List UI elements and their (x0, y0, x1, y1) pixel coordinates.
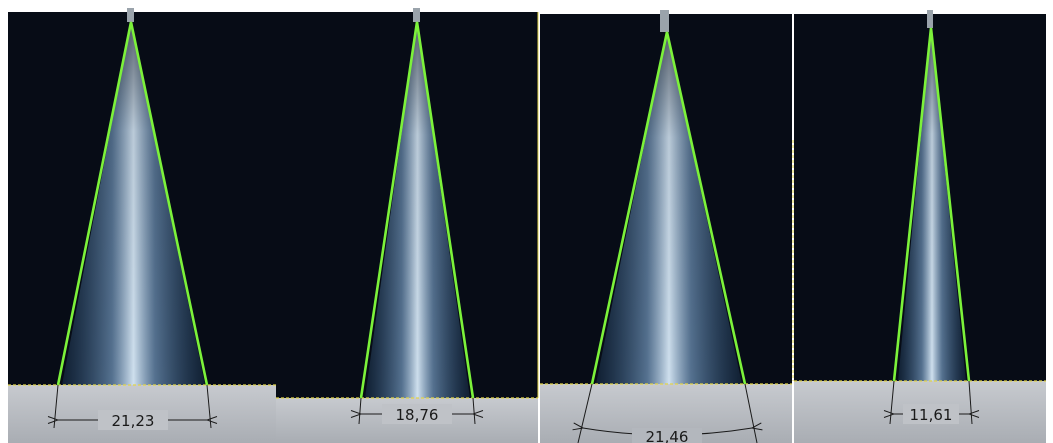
spray-plume-fade (898, 28, 966, 381)
spray-plume-fade (62, 22, 205, 385)
extension-line-right (744, 383, 758, 443)
cone-outline (359, 21, 475, 399)
angle-label: 21,23 (112, 412, 155, 430)
angle-label: 21,46 (646, 428, 689, 443)
extension-line-left (577, 383, 593, 443)
nozzle-icon (660, 10, 669, 32)
cone-outline (590, 31, 747, 385)
cone-outline (56, 21, 209, 386)
spray-panel-4: 11,61 (792, 10, 1046, 443)
spray-panel-1: 21,23 (8, 8, 276, 443)
spray-plume-fade (365, 22, 470, 398)
nozzle-icon (413, 8, 420, 22)
angle-label: 18,76 (396, 406, 439, 424)
nozzle-icon (127, 8, 134, 22)
angle-label: 11,61 (910, 406, 953, 424)
nozzle-icon (927, 10, 933, 28)
spray-panel-2: 18,76 (276, 8, 539, 443)
cone-outline (892, 27, 971, 382)
spray-panel-3: 21,46 (540, 10, 792, 443)
spray-plume-fade (596, 32, 742, 384)
